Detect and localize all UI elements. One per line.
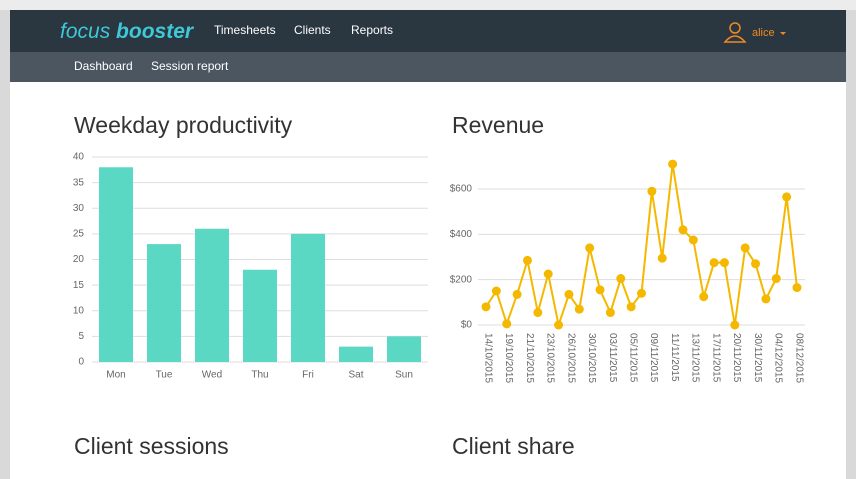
x-tick-label: Fri [302, 370, 314, 381]
point [564, 289, 574, 299]
y-tick-label: 30 [73, 203, 85, 214]
user-caret[interactable] [780, 32, 786, 35]
bar [291, 233, 325, 362]
x-tick-label: 20/11/2015 [731, 333, 742, 383]
x-tick-label: 08/12/2015 [793, 333, 804, 383]
chart-title: Weekday productivity [74, 112, 293, 138]
x-tick-label: Wed [202, 370, 222, 381]
bar [195, 228, 229, 362]
x-tick-label: Mon [106, 370, 125, 381]
logo-light: focus [60, 20, 111, 43]
section-title: Client sessions [74, 433, 229, 459]
point [709, 258, 719, 268]
y-tick-label: 20 [73, 254, 85, 265]
nav-link[interactable]: Reports [351, 23, 393, 37]
point [512, 289, 522, 299]
user-icon[interactable] [723, 22, 747, 43]
y-tick-label: $0 [461, 320, 473, 331]
y-tick-label: 0 [78, 357, 84, 368]
subnav-link[interactable]: Dashboard [74, 59, 133, 73]
point [740, 243, 750, 253]
y-tick-label: 15 [73, 280, 85, 291]
point [678, 225, 688, 235]
y-tick-label: $200 [450, 274, 473, 285]
x-tick-label: 19/10/2015 [503, 333, 514, 383]
point [699, 292, 709, 302]
x-tick-label: Thu [251, 370, 268, 381]
x-tick-label: 30/11/2015 [752, 333, 763, 383]
y-tick-label: 25 [73, 229, 85, 240]
bar [147, 244, 181, 362]
point [616, 274, 626, 284]
y-tick-label: $400 [450, 229, 473, 240]
x-tick-label: 14/10/2015 [482, 333, 493, 383]
point [637, 288, 646, 298]
nav-link[interactable]: Clients [294, 23, 331, 37]
x-tick-label: 05/11/2015 [627, 333, 638, 383]
point [491, 286, 501, 296]
point [533, 308, 543, 318]
x-tick-label: 13/11/2015 [690, 333, 701, 383]
logo: focus booster [60, 20, 195, 43]
point [782, 192, 792, 202]
user-name[interactable]: alice [752, 27, 775, 39]
bar [99, 167, 133, 362]
x-tick-label: 23/10/2015 [545, 333, 556, 383]
y-tick-label: 40 [73, 152, 85, 163]
y-tick-label: 35 [73, 177, 85, 188]
point [626, 302, 636, 312]
x-tick-label: Tue [156, 370, 173, 381]
bar [387, 336, 421, 362]
x-tick-label: 09/11/2015 [648, 333, 659, 383]
point [668, 159, 678, 169]
y-tick-label: 5 [78, 331, 84, 342]
point [719, 258, 729, 268]
point [502, 319, 512, 329]
point [751, 259, 761, 269]
content [10, 82, 846, 479]
point [688, 235, 698, 245]
point [730, 320, 740, 330]
x-tick-label: Sat [348, 370, 363, 381]
point [647, 186, 657, 196]
point [585, 243, 595, 253]
point [605, 308, 615, 318]
x-tick-label: 04/12/2015 [773, 333, 784, 383]
x-tick-label: 30/10/2015 [586, 333, 597, 383]
point [543, 269, 553, 279]
x-tick-label: 17/11/2015 [710, 333, 721, 383]
browser-bar [0, 0, 856, 10]
sub-nav [10, 52, 846, 82]
logo-bold: booster [116, 20, 195, 43]
point [522, 255, 532, 265]
point [792, 283, 802, 293]
x-tick-label: 03/11/2015 [607, 333, 618, 383]
y-tick-label: 10 [73, 305, 85, 316]
x-tick-label: 11/11/2015 [669, 333, 680, 382]
point [771, 274, 781, 284]
x-tick-label: Sun [395, 370, 413, 381]
point [761, 294, 771, 304]
point [481, 302, 491, 312]
x-tick-label: 26/10/2015 [565, 333, 576, 383]
top-nav [10, 10, 846, 52]
subnav-link[interactable]: Session report [151, 59, 229, 73]
point [554, 320, 564, 330]
bar [339, 346, 373, 362]
y-tick-label: $600 [450, 184, 473, 195]
point [657, 253, 667, 263]
section-title: Client share [452, 433, 575, 459]
nav-link[interactable]: Timesheets [214, 23, 276, 37]
bar [243, 269, 277, 362]
x-tick-label: 21/10/2015 [524, 333, 535, 383]
point [595, 285, 605, 295]
point [574, 304, 584, 314]
chart-title: Revenue [452, 112, 544, 138]
